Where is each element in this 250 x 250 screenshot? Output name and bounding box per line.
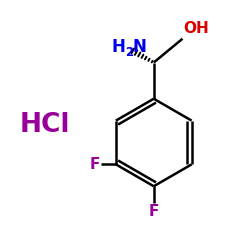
Text: F: F xyxy=(90,157,100,172)
Text: H: H xyxy=(111,38,125,56)
Text: F: F xyxy=(148,204,159,218)
Text: HCl: HCl xyxy=(20,112,70,138)
Text: 2: 2 xyxy=(126,46,134,59)
Text: OH: OH xyxy=(184,21,210,36)
Text: N: N xyxy=(133,38,147,56)
